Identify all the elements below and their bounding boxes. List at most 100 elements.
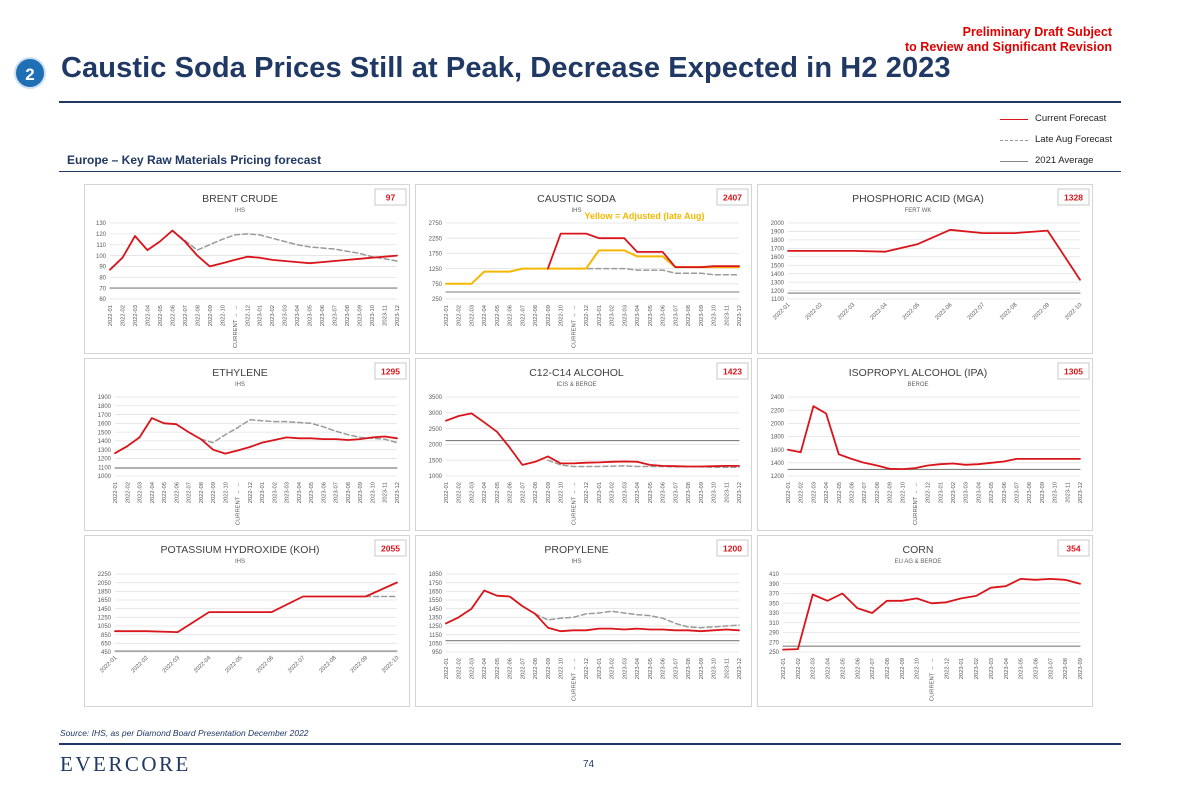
series-line-current-forecast xyxy=(109,229,398,271)
x-tick-label: 2022-01 xyxy=(444,305,450,326)
legend-label-average: 2021 Average xyxy=(1035,155,1094,166)
x-tick-label: 2023-01 xyxy=(597,658,603,679)
x-tick-label: 2022-03 xyxy=(811,482,817,503)
x-tick-label: 2022-09 xyxy=(350,655,369,674)
x-tick-label: CURRENT → → xyxy=(930,658,936,701)
y-tick-label: 2250 xyxy=(429,236,443,242)
x-tick-label: 2022-10 xyxy=(1064,302,1083,321)
y-tick-label: 70 xyxy=(99,286,106,292)
y-tick-label: 110 xyxy=(96,243,106,249)
y-tick-label: 1700 xyxy=(771,247,785,253)
y-tick-label: 250 xyxy=(769,650,780,656)
x-tick-label: 2022-02 xyxy=(805,302,824,321)
x-tick-label: 2022-05 xyxy=(837,482,843,503)
x-tick-label: 2022-03 xyxy=(133,305,139,326)
x-tick-label: 2022-08 xyxy=(875,482,881,503)
chart-source: ICIS & BEROE xyxy=(556,382,596,388)
x-tick-label: 2022-04 xyxy=(150,481,156,503)
evercore-logo: EVERCORE xyxy=(60,752,191,776)
x-tick-label: 2023-04 xyxy=(297,481,303,503)
y-tick-label: 270 xyxy=(769,640,780,646)
chart-svg-corn: CORN EU AG & BEROE 354 250 270 290 310 330 350 37… xyxy=(769,539,1090,701)
x-tick-label: 2023-01 xyxy=(260,482,266,503)
source-note: Source: IHS, as per Diamond Board Presen… xyxy=(60,728,309,738)
x-tick-label: 2022-12 xyxy=(245,305,251,326)
x-tick-label: 2023-02 xyxy=(610,305,616,326)
x-tick-label: 2023-09 xyxy=(358,482,364,503)
y-tick-label: 310 xyxy=(769,621,780,627)
y-tick-label: 1600 xyxy=(98,422,112,428)
y-tick-label: 350 xyxy=(769,601,780,607)
x-tick-label: 2022-03 xyxy=(811,658,817,679)
x-tick-label: 2023-02 xyxy=(272,482,278,503)
chart-title: CAUSTIC SODA xyxy=(537,193,616,205)
value-badge: 2407 xyxy=(723,193,742,203)
x-tick-label: 2022-05 xyxy=(158,305,164,326)
x-tick-label: 2022-05 xyxy=(840,658,846,679)
x-tick-label: 2023-02 xyxy=(610,658,616,679)
x-tick-label: 2022-10 xyxy=(900,482,906,503)
x-tick-label: 2022-01 xyxy=(772,302,791,321)
series-line-current-forecast xyxy=(787,405,1081,470)
y-tick-label: 1000 xyxy=(429,474,443,480)
chart-source: FERT WK xyxy=(905,208,932,214)
y-tick-label: 100 xyxy=(96,254,107,260)
x-tick-label: 2023-05 xyxy=(648,305,654,326)
y-tick-label: 1900 xyxy=(771,230,785,236)
x-tick-label: CURRENT → → xyxy=(236,482,242,525)
x-tick-label: 2023-11 xyxy=(1065,482,1071,503)
x-tick-label: 2022-07 xyxy=(520,658,526,679)
page-title: Caustic Soda Prices Still at Peak, Decre… xyxy=(61,52,951,84)
x-tick-label: 2022-06 xyxy=(508,482,514,503)
legend-swatch-current xyxy=(1000,119,1028,120)
x-tick-label: 2022-04 xyxy=(826,657,832,679)
x-tick-label: 2022-10 xyxy=(220,305,226,326)
subtitle-divider xyxy=(59,171,1121,172)
x-tick-label: 2023-04 xyxy=(635,657,641,679)
x-tick-label: 2022-05 xyxy=(162,482,168,503)
x-tick-label: CURRENT → → xyxy=(571,305,577,348)
chart-svg-caustic-soda: CAUSTIC SODA IHS 2407 Yellow = Adjusted (la… xyxy=(429,188,749,348)
legend-item-late-aug: Late Aug Forecast xyxy=(1000,133,1112,154)
x-tick-label: 2023-06 xyxy=(661,658,667,679)
x-tick-label: 2022-09 xyxy=(211,482,217,503)
x-tick-label: 2023-04 xyxy=(1004,657,1010,679)
y-tick-label: 2000 xyxy=(771,221,785,227)
y-tick-label: 370 xyxy=(769,592,780,598)
x-tick-label: 2022-10 xyxy=(223,482,229,503)
x-tick-label: 2023-06 xyxy=(320,305,326,326)
value-badge: 354 xyxy=(1066,544,1080,554)
x-tick-label: 2023-05 xyxy=(308,305,314,326)
x-tick-label: 2023-04 xyxy=(976,481,982,503)
chart-panel-c12-c14-alcohol: C12-C14 ALCOHOL ICIS & BEROE 1423 1000 1500 2… xyxy=(415,358,752,531)
y-tick-label: 2000 xyxy=(429,443,443,449)
series-line-late-aug-forecast xyxy=(171,229,398,262)
x-tick-label: 2022-09 xyxy=(1032,302,1051,321)
value-badge-box xyxy=(1057,188,1090,206)
x-tick-label: 2022-10 xyxy=(559,305,565,326)
x-tick-label: 2022-06 xyxy=(508,658,514,679)
x-tick-label: 2023-01 xyxy=(959,658,965,679)
series-line-current-forecast xyxy=(114,417,398,455)
chart-svg-ethylene: ETHYLENE IHS 1295 1000 1100 1200 1300 1400 1500 1… xyxy=(98,362,407,525)
chart-panel-caustic-soda: CAUSTIC SODA IHS 2407 Yellow = Adjusted (la… xyxy=(415,184,752,354)
x-tick-label: 2023-03 xyxy=(989,658,995,679)
x-tick-label: 2022-08 xyxy=(318,655,337,674)
page-number: 74 xyxy=(583,759,595,770)
x-tick-label: 2022-05 xyxy=(495,658,501,679)
x-tick-label: 2022-03 xyxy=(162,655,181,674)
chart-source: IHS xyxy=(235,559,245,565)
x-tick-label: 2022-10 xyxy=(381,655,400,674)
chart-title: PHOSPHORIC ACID (MGA) xyxy=(852,193,984,205)
x-tick-label: 2023-07 xyxy=(1048,658,1054,679)
y-tick-label: 2500 xyxy=(429,427,443,433)
x-tick-label: 2022-12 xyxy=(926,482,932,503)
x-tick-label: 2022-09 xyxy=(900,658,906,679)
chart-source: IHS xyxy=(571,208,581,214)
x-tick-label: 2022-08 xyxy=(195,305,201,326)
x-tick-label: 2023-08 xyxy=(345,305,351,326)
x-tick-label: 2022-03 xyxy=(469,482,475,503)
x-tick-label: 2022-03 xyxy=(138,482,144,503)
series-line-current-forecast xyxy=(445,412,740,468)
y-tick-label: 1400 xyxy=(771,461,785,467)
